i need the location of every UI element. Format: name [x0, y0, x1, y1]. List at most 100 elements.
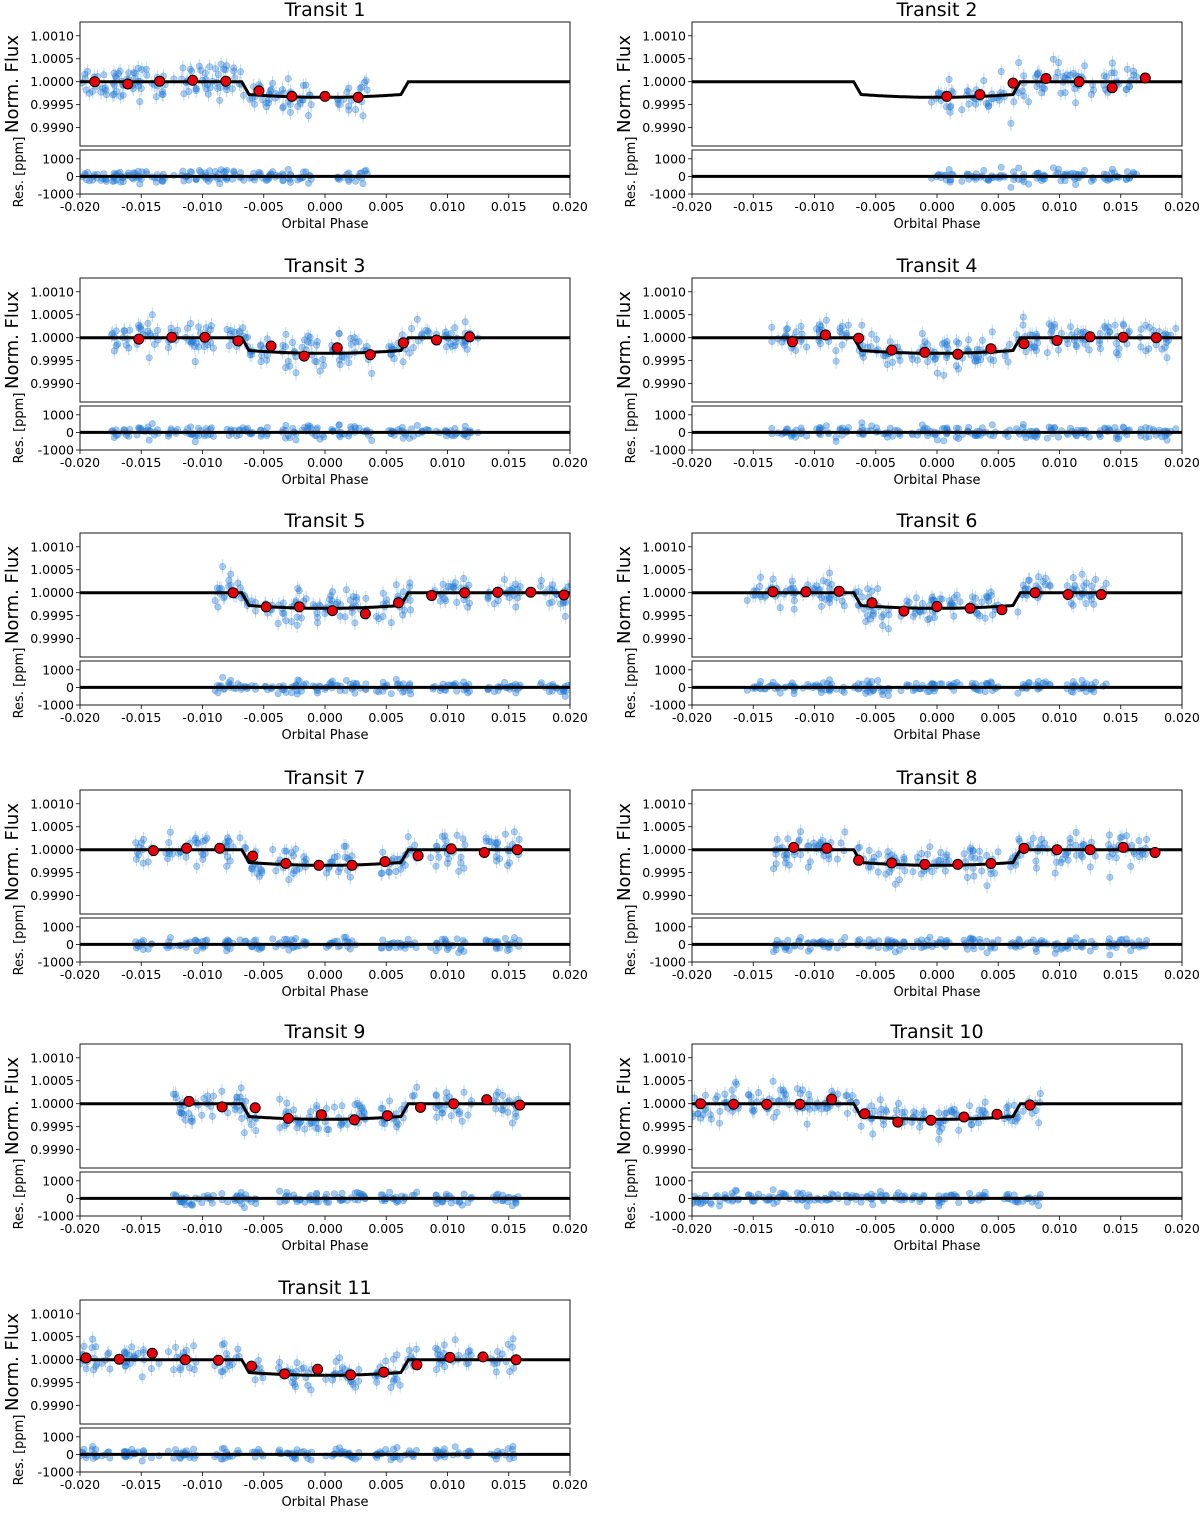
data-point — [1163, 354, 1171, 362]
data-point — [284, 357, 292, 365]
data-point — [1020, 92, 1028, 100]
data-point — [131, 69, 139, 77]
data-point — [780, 851, 788, 859]
data-point — [279, 104, 287, 112]
residual-point — [832, 437, 840, 445]
residual-point — [460, 678, 468, 686]
data-point — [288, 618, 296, 626]
data-point — [988, 328, 996, 336]
residual-point — [152, 178, 160, 186]
data-point — [1108, 69, 1116, 77]
data-point — [351, 334, 359, 342]
data-point — [320, 361, 328, 369]
data-point — [940, 371, 948, 379]
data-point — [294, 102, 302, 110]
residual-point — [109, 177, 117, 185]
x-tick-label: -0.015 — [733, 1221, 773, 1236]
data-point — [144, 858, 152, 866]
x-tick-label: 0.005 — [368, 710, 404, 725]
residual-point — [1035, 677, 1043, 685]
residual-point — [1015, 164, 1023, 172]
data-point — [343, 88, 351, 96]
residual-point — [1055, 165, 1063, 173]
residual-point — [340, 933, 348, 941]
residual-point — [868, 678, 876, 686]
data-point — [109, 91, 117, 99]
res-y-axis-label: Res. [ppm] — [624, 905, 639, 976]
residual-point — [216, 180, 224, 188]
transit-panel: Transit 81.00101.00051.00000.99950.99901… — [614, 767, 1200, 1000]
residual-point — [282, 688, 290, 696]
data-point — [913, 356, 921, 364]
residual-point — [342, 933, 350, 941]
data-point — [819, 837, 827, 845]
binned-point — [919, 346, 931, 358]
data-point — [450, 582, 458, 590]
data-point — [362, 77, 370, 85]
data-point — [854, 588, 862, 596]
data-point — [569, 608, 570, 612]
data-point — [125, 69, 133, 77]
data-point — [244, 333, 252, 341]
residual-point — [284, 166, 292, 174]
data-point — [197, 66, 205, 74]
residual-point — [1067, 424, 1075, 432]
data-point — [1072, 341, 1080, 349]
x-axis-label: Orbital Phase — [281, 1495, 368, 1510]
data-point — [971, 357, 979, 365]
residual-point — [954, 434, 962, 442]
data-point — [1142, 347, 1150, 355]
residual-point — [840, 688, 848, 696]
residual-point — [288, 689, 296, 697]
residual-point — [304, 179, 312, 187]
data-point — [352, 338, 360, 346]
data-point — [973, 609, 981, 617]
residual-point — [351, 1455, 359, 1463]
data-point — [120, 326, 128, 334]
flux-y-tick-label: 1.0000 — [30, 330, 74, 345]
data-point — [1066, 71, 1074, 79]
data-point — [869, 609, 877, 617]
flux-y-tick-label: 0.9995 — [30, 1375, 74, 1390]
flux-y-axis-label: Norm. Flux — [2, 291, 23, 389]
residual-point — [170, 1454, 178, 1462]
data-point — [1078, 570, 1086, 578]
binned-point — [800, 586, 812, 598]
binned-point — [214, 842, 226, 854]
binned-point — [820, 329, 831, 341]
data-point — [138, 839, 146, 847]
data-point — [200, 343, 208, 351]
data-point — [1083, 579, 1091, 587]
data-point — [225, 342, 233, 350]
data-point — [392, 581, 400, 589]
data-point — [319, 355, 327, 363]
data-point — [453, 831, 461, 839]
panel-title: Transit 4 — [895, 255, 977, 277]
residual-point — [1145, 433, 1153, 441]
binned-point — [728, 1098, 740, 1110]
data-point — [224, 853, 232, 861]
data-point — [952, 338, 960, 346]
data-point — [889, 358, 897, 366]
residual-point — [214, 689, 222, 697]
residual-point — [457, 945, 465, 953]
data-point — [982, 592, 990, 600]
flux-y-tick-label: 1.0010 — [642, 28, 686, 43]
x-tick-label: -0.005 — [244, 967, 284, 982]
x-tick-label: 0.000 — [919, 455, 955, 470]
flux-plot-area — [80, 307, 570, 381]
x-tick-label: 0.010 — [430, 967, 466, 982]
data-point — [192, 85, 200, 93]
data-point — [110, 90, 118, 98]
data-point — [885, 611, 893, 619]
data-point — [375, 615, 383, 623]
data-point — [838, 341, 846, 349]
residual-point — [359, 180, 367, 188]
data-point — [400, 606, 408, 614]
x-tick-label: 0.005 — [368, 1221, 404, 1236]
residual-point — [953, 678, 961, 686]
data-point — [928, 593, 936, 601]
data-point — [985, 102, 993, 110]
residual-point — [335, 421, 343, 429]
residual-point — [1092, 678, 1100, 686]
